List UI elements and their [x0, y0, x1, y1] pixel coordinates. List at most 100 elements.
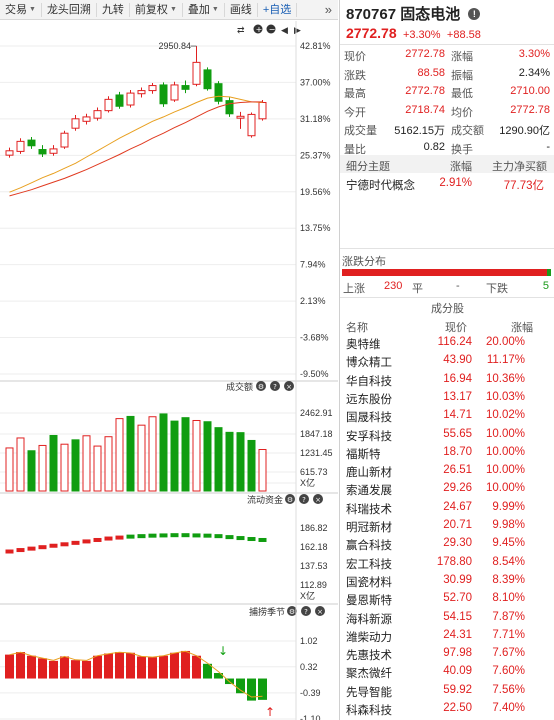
candle-body: [247, 113, 256, 137]
stock-row-price: 22.50: [443, 702, 472, 714]
stocks-col-price: 现价: [445, 322, 467, 334]
quote-label: 涨幅: [451, 51, 473, 63]
quote-label: 现价: [344, 51, 366, 63]
toolbar-label: 叠加: [187, 3, 210, 16]
right-arrow-icon[interactable]: ▶: [294, 25, 301, 35]
zoom-in-icon[interactable]: [253, 24, 263, 34]
add-favorite-button[interactable]: +自选: [258, 2, 298, 17]
season-bar: [60, 656, 69, 679]
stock-row[interactable]: 潍柴动力 24.31 7.71%: [340, 627, 554, 645]
season-bar: [137, 656, 146, 679]
panel-axis-label: 1.02: [300, 636, 318, 646]
stock-row-name: 远东股份: [346, 393, 392, 406]
toolbar-item-overlay[interactable]: 叠加 ▼: [183, 2, 225, 17]
stock-chart[interactable]: 42.81% 37.00% 31.18% 25.37% 19.56% 13.75% 7.94…: [0, 21, 338, 720]
down-label: 下跌: [486, 283, 508, 295]
candle-body: [170, 84, 179, 101]
panel-axis-label: 137.53: [300, 561, 328, 571]
current-price: 2772.78: [346, 25, 397, 41]
stock-row[interactable]: 曼恩斯特 52.70 8.10%: [340, 590, 554, 608]
toolbar-item-adjust[interactable]: 前复权 ▼: [130, 2, 183, 17]
stock-row[interactable]: 先惠技术 97.98 7.67%: [340, 645, 554, 663]
candle-body: [236, 115, 245, 119]
help-icon-glyph: ?: [304, 608, 308, 616]
fund-bar: [203, 533, 212, 538]
quote-label: 成交额: [451, 125, 484, 137]
stock-row-price: 18.70: [443, 445, 472, 458]
stock-row-price: 24.31: [443, 628, 472, 641]
panel-bar: [203, 421, 212, 492]
more-icon[interactable]: »: [324, 2, 332, 17]
help-icon-glyph: ?: [302, 496, 306, 504]
stock-row[interactable]: 聚杰微纤 40.09 7.60%: [340, 663, 554, 681]
stock-row-price: 55.65: [443, 427, 472, 440]
candle-body: [203, 69, 212, 90]
close-icon[interactable]: [315, 606, 325, 616]
stock-row[interactable]: 科森科技 22.50 7.40%: [340, 700, 554, 718]
theme-row[interactable]: 宁德时代概念 2.91% 77.73亿: [340, 175, 554, 193]
left-arrow-icon[interactable]: ◀: [281, 25, 288, 35]
quote-label: 最高: [344, 88, 366, 100]
stock-row[interactable]: 远东股份 13.17 10.03%: [340, 389, 554, 407]
gear-icon[interactable]: [287, 606, 297, 616]
stock-row-name: 明冠新材: [346, 522, 392, 534]
zoom-out-icon[interactable]: [266, 24, 276, 34]
stock-row-pct: 8.54%: [492, 555, 525, 568]
stock-row[interactable]: 先导智能 59.92 7.56%: [340, 682, 554, 700]
quote-value: 5162.15万: [394, 125, 445, 137]
stock-row-name: 国瓷材料: [346, 576, 392, 589]
stock-row[interactable]: 索通发展 29.26 10.00%: [340, 480, 554, 498]
stock-row-pct: 10.00%: [485, 427, 525, 440]
panel-bar: [247, 439, 256, 492]
season-bar: [82, 660, 91, 679]
stock-row[interactable]: 国晟科技 14.71 10.02%: [340, 407, 554, 425]
stock-row[interactable]: 华自科技 16.94 10.36%: [340, 371, 554, 389]
stock-row[interactable]: 国瓷材料 30.99 8.39%: [340, 572, 554, 590]
panel-bar: [137, 424, 146, 492]
theme-net: 77.73亿: [503, 180, 544, 192]
help-icon[interactable]: [299, 494, 309, 504]
info-icon[interactable]: !: [468, 8, 481, 20]
stock-row-name: 潍柴动力: [346, 631, 392, 644]
season-bar: [192, 655, 201, 679]
toolbar-label: 前复权: [134, 3, 168, 16]
gear-icon[interactable]: [256, 381, 266, 391]
quote-row: 今开 2718.74 均价 2772.78: [340, 101, 554, 120]
kline-axis-label: 13.75%: [300, 223, 331, 233]
stock-row-name: 聚杰微纤: [346, 668, 392, 681]
stock-row[interactable]: 科瑞技术 24.67 9.99%: [340, 499, 554, 517]
stock-row[interactable]: 宏工科技 178.80 8.54%: [340, 554, 554, 572]
toolbar-item-trade[interactable]: 交易 ▼: [0, 2, 42, 17]
toolbar-item-draw[interactable]: 画线: [225, 2, 258, 17]
stock-row-price: 54.15: [443, 610, 472, 623]
panel-bar: [159, 413, 168, 492]
stock-row-pct: 9.98%: [492, 519, 525, 531]
stock-row-pct: 10.03%: [485, 390, 525, 403]
stock-row-name: 索通发展: [346, 485, 392, 498]
stock-row[interactable]: 鹿山新材 26.51 10.00%: [340, 462, 554, 480]
stock-row[interactable]: 赢合科技 29.30 9.45%: [340, 535, 554, 553]
quote-label: 振幅: [451, 69, 473, 82]
fund-bar: [247, 537, 256, 542]
toolbar-item-nine-turn[interactable]: 九转: [97, 2, 130, 17]
help-icon[interactable]: [301, 606, 311, 616]
stock-row[interactable]: 海科新源 54.15 7.87%: [340, 609, 554, 627]
stock-row[interactable]: 明冠新材 20.71 9.98%: [340, 517, 554, 535]
stock-row[interactable]: 博众精工 43.90 11.17%: [340, 352, 554, 370]
season-bar: [258, 678, 267, 700]
panel-axis-label: X亿: [300, 477, 315, 488]
swap-icon[interactable]: ⇄: [237, 25, 245, 35]
close-icon[interactable]: [313, 494, 323, 504]
themes-col-name: 细分主题: [346, 161, 390, 173]
stock-row-name: 科森科技: [346, 705, 392, 717]
stock-row[interactable]: 福斯特 18.70 10.00%: [340, 444, 554, 462]
gear-icon[interactable]: [285, 494, 295, 504]
panel-bar: [27, 450, 36, 492]
stock-row[interactable]: 奥特维 116.24 20.00%: [340, 334, 554, 352]
candle-body: [27, 139, 36, 147]
close-icon[interactable]: [284, 381, 294, 391]
stock-row[interactable]: 安孚科技 55.65 10.00%: [340, 426, 554, 444]
quote-label: 换手: [451, 143, 473, 156]
help-icon[interactable]: [270, 381, 280, 391]
toolbar-item-leader-review[interactable]: 龙头回溯: [42, 2, 97, 17]
